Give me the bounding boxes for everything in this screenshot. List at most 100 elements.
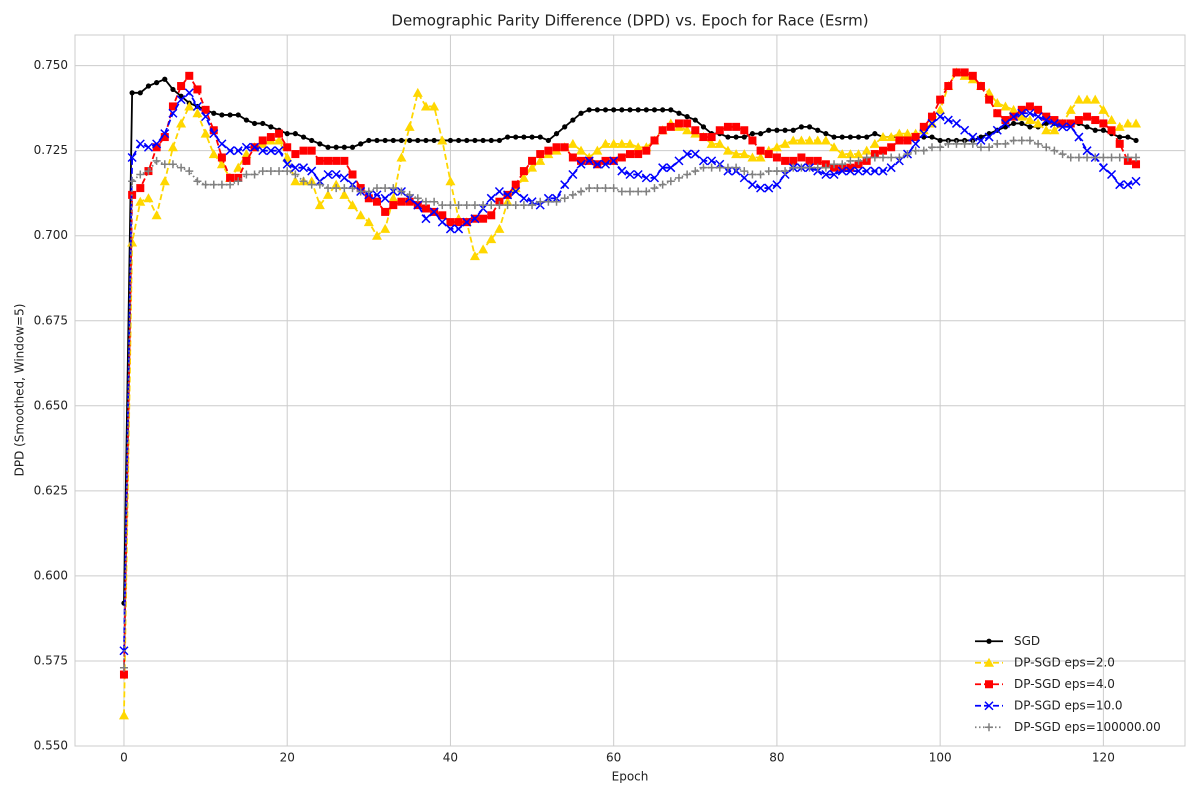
marker [560, 143, 569, 152]
marker [831, 134, 837, 140]
marker [600, 138, 611, 148]
marker [347, 200, 358, 210]
marker [568, 190, 577, 199]
marker [732, 122, 741, 131]
marker [634, 150, 643, 159]
marker [666, 163, 676, 173]
marker [829, 169, 839, 180]
marker [960, 125, 970, 135]
x-tick-label: 80 [769, 751, 784, 765]
marker [562, 124, 568, 130]
marker [985, 143, 994, 152]
marker [176, 118, 187, 128]
marker [299, 146, 308, 155]
marker [1098, 104, 1109, 114]
marker [143, 193, 154, 203]
marker [635, 107, 641, 113]
marker [1066, 122, 1076, 132]
marker [382, 137, 388, 144]
marker [642, 187, 651, 196]
marker [242, 170, 251, 179]
marker [456, 137, 462, 144]
marker [423, 137, 429, 144]
marker [340, 184, 349, 193]
marker [250, 142, 260, 152]
marker [283, 167, 292, 176]
marker [634, 187, 643, 196]
legend-marker [985, 723, 993, 732]
marker [290, 176, 301, 186]
marker [944, 82, 953, 91]
marker [339, 189, 350, 199]
marker [1091, 153, 1100, 162]
marker [177, 82, 186, 91]
marker [927, 118, 937, 128]
marker [592, 145, 603, 155]
marker [692, 117, 698, 123]
marker [168, 108, 178, 118]
marker [405, 190, 414, 199]
marker [748, 136, 757, 145]
marker [976, 143, 985, 152]
marker [135, 196, 146, 206]
series [121, 76, 1139, 606]
marker [570, 117, 576, 123]
marker [233, 162, 244, 172]
marker [594, 107, 600, 113]
marker [633, 142, 644, 152]
marker [576, 159, 586, 169]
marker [919, 129, 929, 139]
marker [625, 169, 635, 180]
marker [1107, 126, 1116, 135]
marker [823, 131, 829, 137]
marker [513, 134, 519, 140]
y-tick-label: 0.650 [34, 398, 68, 412]
marker [813, 156, 822, 165]
marker [137, 90, 143, 96]
marker [421, 197, 430, 206]
marker [806, 124, 813, 130]
marker [307, 180, 316, 189]
marker [217, 153, 226, 162]
marker [184, 101, 195, 111]
marker [1019, 120, 1025, 127]
marker [446, 218, 455, 227]
marker [600, 159, 611, 169]
marker [723, 122, 732, 131]
marker [405, 197, 414, 206]
marker [707, 133, 716, 142]
marker [608, 138, 619, 148]
marker [1099, 153, 1108, 162]
marker [616, 138, 627, 148]
marker [1024, 115, 1035, 125]
marker [1106, 115, 1117, 125]
marker [404, 121, 415, 131]
marker [209, 180, 218, 189]
marker [176, 95, 186, 105]
marker [208, 149, 219, 159]
marker [797, 163, 806, 172]
marker [487, 211, 496, 220]
marker [782, 127, 788, 133]
marker [609, 184, 618, 193]
marker [578, 110, 584, 116]
marker [788, 135, 799, 145]
marker [837, 166, 847, 176]
marker [691, 126, 700, 135]
marker [1066, 119, 1075, 128]
marker [732, 163, 741, 172]
marker [1123, 180, 1133, 190]
marker [658, 126, 667, 135]
marker [895, 153, 904, 162]
marker [642, 146, 651, 155]
marker [560, 194, 569, 203]
marker [381, 207, 390, 216]
marker [1082, 146, 1092, 156]
marker [274, 135, 285, 145]
y-tick-label: 0.725 [34, 143, 68, 157]
marker [480, 137, 486, 144]
marker [879, 153, 888, 162]
marker [177, 163, 186, 172]
marker [691, 167, 700, 176]
marker [567, 138, 578, 148]
